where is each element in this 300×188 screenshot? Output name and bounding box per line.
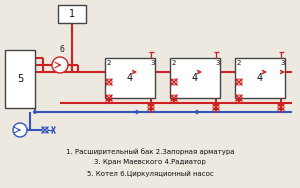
Text: 3. Кран Маевского 4.Радиатор: 3. Кран Маевского 4.Радиатор bbox=[94, 159, 206, 165]
Text: 5: 5 bbox=[17, 74, 23, 84]
Text: 2: 2 bbox=[237, 60, 241, 66]
Circle shape bbox=[52, 57, 68, 73]
Text: 2: 2 bbox=[107, 60, 111, 66]
Text: 3: 3 bbox=[281, 60, 285, 66]
Text: 3: 3 bbox=[151, 60, 155, 66]
Text: 4: 4 bbox=[192, 73, 198, 83]
Bar bbox=[105, 58, 155, 98]
Circle shape bbox=[13, 123, 27, 137]
Text: 2: 2 bbox=[172, 60, 176, 66]
Text: 1: 1 bbox=[69, 9, 75, 19]
Text: 4: 4 bbox=[127, 73, 133, 83]
Text: 6: 6 bbox=[60, 45, 64, 54]
Text: 5. Котел 6.Циркуляционный насос: 5. Котел 6.Циркуляционный насос bbox=[87, 170, 213, 177]
Bar bbox=[5, 50, 35, 108]
Bar bbox=[235, 58, 285, 98]
Text: 3: 3 bbox=[216, 60, 220, 66]
Bar bbox=[58, 5, 86, 23]
Text: 1. Расширительный бак 2.Запорная арматура: 1. Расширительный бак 2.Запорная арматур… bbox=[66, 148, 234, 155]
Bar bbox=[170, 58, 220, 98]
Text: 4: 4 bbox=[257, 73, 263, 83]
